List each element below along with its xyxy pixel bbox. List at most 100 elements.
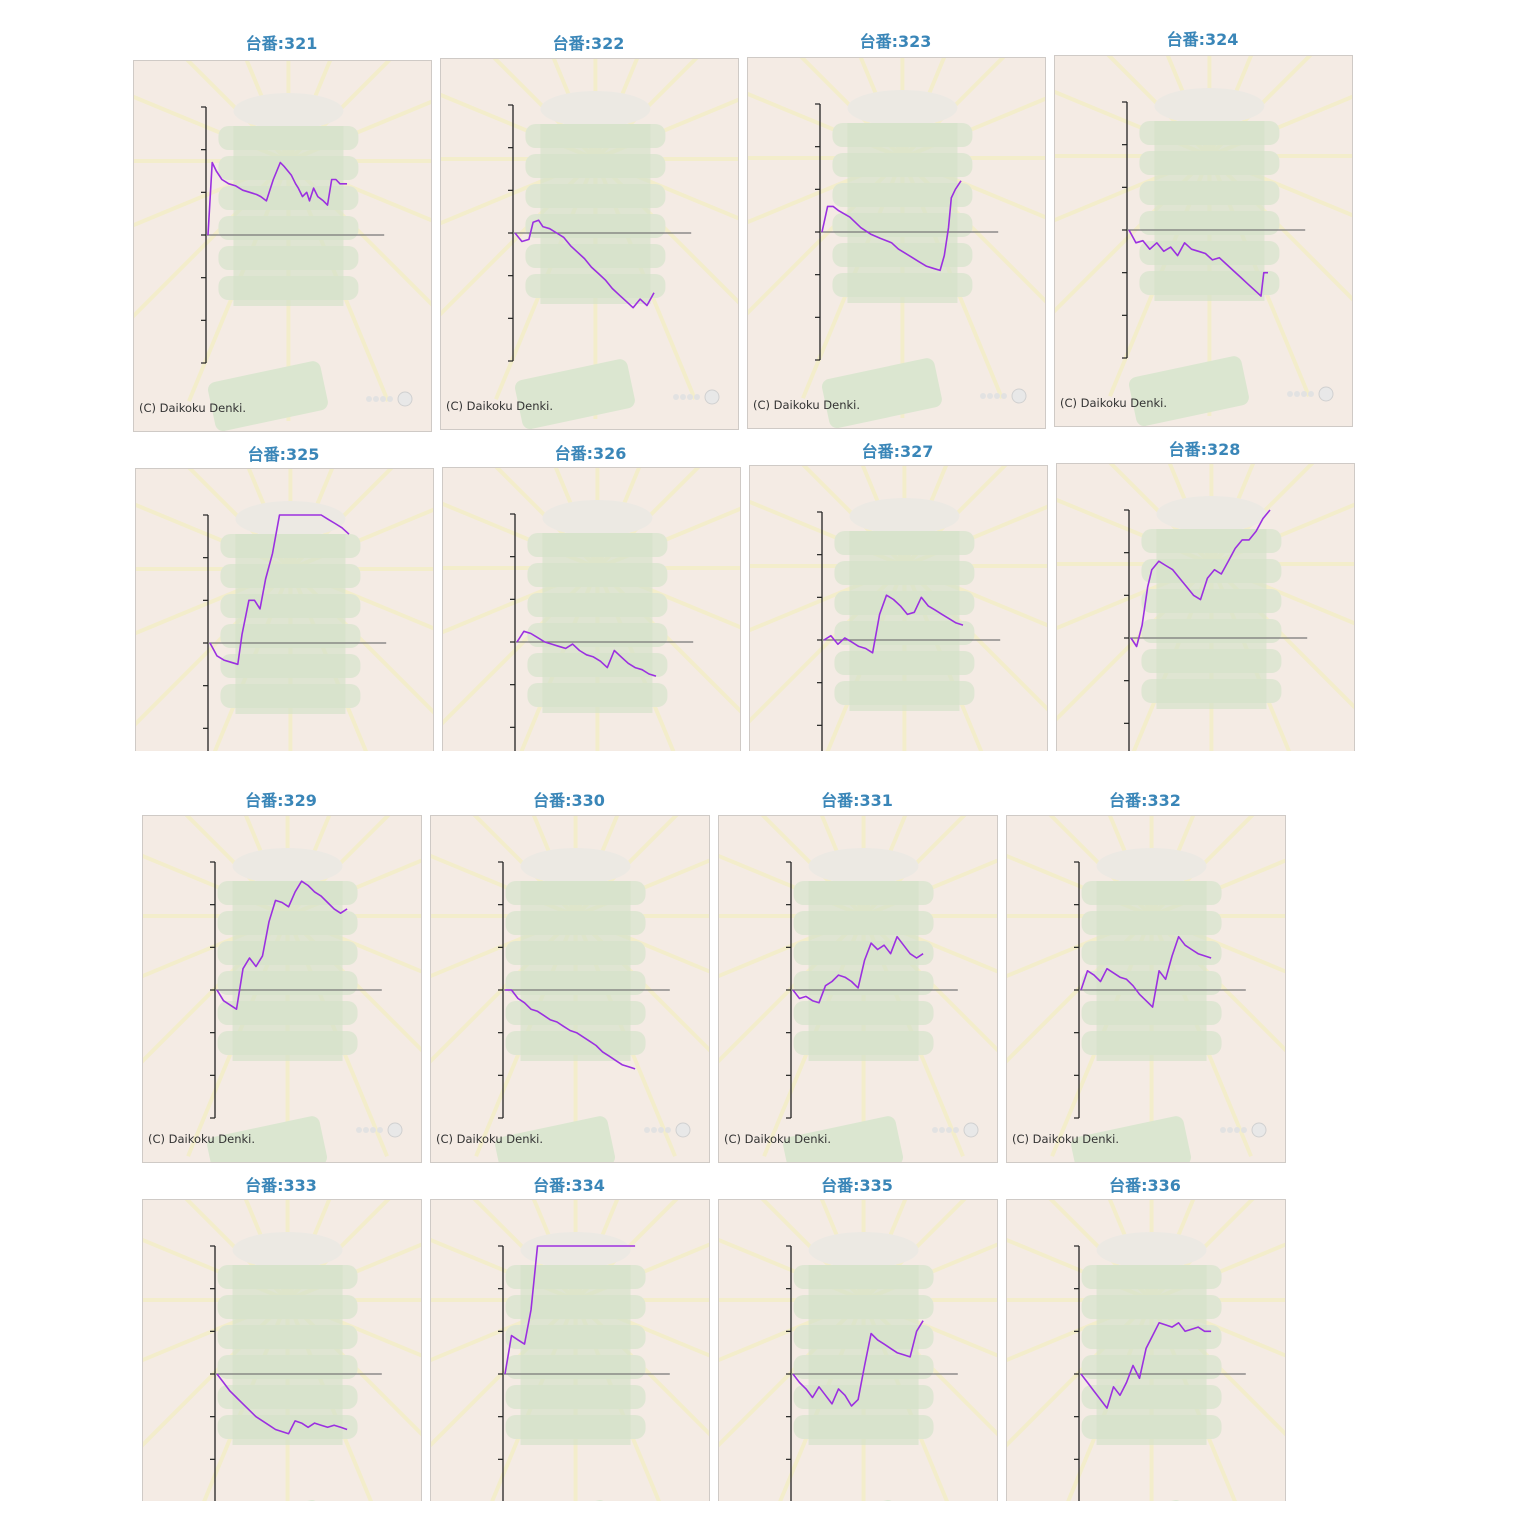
- data-series-line: [1080, 935, 1212, 1008]
- background-illustration: [441, 59, 738, 429]
- chart-title: 台番:325: [247, 445, 320, 464]
- background-illustration: [143, 816, 421, 1162]
- decor-dot: [380, 396, 386, 402]
- chart-panel: 台番:323 (C) Daikoku Denki.: [747, 28, 1046, 429]
- chart-area: [1056, 463, 1355, 751]
- decor-ball-icon: [704, 389, 720, 405]
- line-chart: [1055, 56, 1352, 426]
- chart-area: [142, 1199, 422, 1501]
- chart-area: (C) Daikoku Denki.: [1006, 815, 1286, 1163]
- chart-area: (C) Daikoku Denki.: [440, 58, 739, 430]
- line-chart: [143, 816, 421, 1162]
- data-series-line: [514, 219, 655, 309]
- chart-area: (C) Daikoku Denki.: [1054, 55, 1353, 427]
- copyright-text: (C) Daikoku Denki.: [1012, 1132, 1120, 1146]
- decor-ball-icon: [397, 391, 413, 407]
- decor-dot: [370, 1127, 376, 1133]
- chart-panel: 台番:330 (C) Daikoku Denki.: [430, 787, 710, 1163]
- decor-dot: [932, 1127, 938, 1133]
- chart-panel: 台番:336: [1006, 1172, 1286, 1501]
- chart-area: [1006, 1199, 1286, 1501]
- data-series-line: [207, 161, 347, 236]
- chart-title: 台番:336: [1109, 1176, 1181, 1195]
- chart-panel: 台番:332 (C) Daikoku Denki.: [1006, 787, 1286, 1163]
- decor-dot: [1241, 1127, 1247, 1133]
- copyright-text: (C) Daikoku Denki.: [139, 401, 247, 415]
- chart-title: 台番:335: [821, 1176, 893, 1195]
- decor-ball-icon: [675, 1122, 691, 1138]
- background-illustration: [431, 1200, 709, 1501]
- decor-dot: [994, 393, 1000, 399]
- data-series-line: [792, 935, 924, 1004]
- chart-title: 台番:322: [552, 34, 625, 53]
- chart-area: [442, 467, 741, 751]
- decor-dot: [939, 1127, 945, 1133]
- line-chart: [719, 1200, 997, 1501]
- chart-panel: 台番:326: [442, 440, 741, 751]
- decor-dot: [980, 393, 986, 399]
- line-chart: [1007, 1200, 1285, 1501]
- chart-panel: 台番:328: [1056, 436, 1355, 751]
- background-illustration: [443, 468, 740, 751]
- background-illustration: [134, 61, 431, 431]
- chart-panel: 台番:334: [430, 1172, 710, 1501]
- chart-panel: 台番:327: [749, 438, 1048, 751]
- chart-title: 台番:324: [1166, 30, 1239, 49]
- decor-dot: [377, 1127, 383, 1133]
- chart-title: 台番:330: [533, 791, 605, 810]
- decor-dot: [680, 394, 686, 400]
- background-illustration: [143, 1200, 421, 1501]
- data-series-line: [209, 514, 350, 666]
- chart-area: [430, 1199, 710, 1501]
- background-illustration: [431, 816, 709, 1162]
- decor-dot: [946, 1127, 952, 1133]
- decor-ball-icon: [387, 1122, 403, 1138]
- copyright-text: (C) Daikoku Denki.: [753, 398, 861, 412]
- chart-title: 台番:334: [533, 1176, 605, 1195]
- background-illustration: [1055, 56, 1352, 426]
- chart-area: [135, 468, 434, 751]
- chart-title: 台番:331: [821, 791, 893, 810]
- decor-dot: [363, 1127, 369, 1133]
- decor-dot: [1301, 391, 1307, 397]
- chart-panel: 台番:321 (C) Daikoku Denki.: [133, 30, 432, 432]
- background-illustration: [748, 58, 1045, 428]
- data-series-line: [821, 180, 962, 272]
- decor-ball-icon: [963, 1122, 979, 1138]
- decor-dot: [953, 1127, 959, 1133]
- copyright-text: (C) Daikoku Denki.: [724, 1132, 832, 1146]
- background-illustration: [136, 469, 433, 751]
- chart-panel: 台番:333: [142, 1172, 422, 1501]
- decor-ball-icon: [1251, 1122, 1267, 1138]
- data-series-line: [823, 594, 964, 654]
- line-chart: [441, 59, 738, 429]
- chart-title: 台番:327: [861, 442, 934, 461]
- decor-dot: [658, 1127, 664, 1133]
- background-illustration: [1007, 816, 1285, 1162]
- chart-area: (C) Daikoku Denki.: [142, 815, 422, 1163]
- data-series-line: [1080, 1322, 1212, 1409]
- chart-title: 台番:323: [859, 32, 932, 51]
- background-illustration: [1007, 1200, 1285, 1501]
- chart-area: [718, 1199, 998, 1501]
- line-chart: [431, 1200, 709, 1501]
- background-illustration: [750, 466, 1047, 751]
- decor-dot: [1227, 1127, 1233, 1133]
- data-series-line: [216, 880, 348, 1010]
- decor-dot: [1234, 1127, 1240, 1133]
- chart-area: (C) Daikoku Denki.: [718, 815, 998, 1163]
- line-chart: [143, 1200, 421, 1501]
- decor-dot: [673, 394, 679, 400]
- chart-title: 台番:332: [1109, 791, 1181, 810]
- line-chart: [134, 61, 431, 431]
- chart-title: 台番:328: [1168, 440, 1241, 459]
- line-chart: [1007, 816, 1285, 1162]
- chart-title: 台番:326: [554, 444, 627, 463]
- copyright-text: (C) Daikoku Denki.: [436, 1132, 544, 1146]
- chart-panel: 台番:331 (C) Daikoku Denki.: [718, 787, 998, 1163]
- line-chart: [719, 816, 997, 1162]
- chart-title: 台番:321: [245, 34, 318, 53]
- chart-area: (C) Daikoku Denki.: [133, 60, 432, 432]
- decor-dot: [1287, 391, 1293, 397]
- decor-dot: [1001, 393, 1007, 399]
